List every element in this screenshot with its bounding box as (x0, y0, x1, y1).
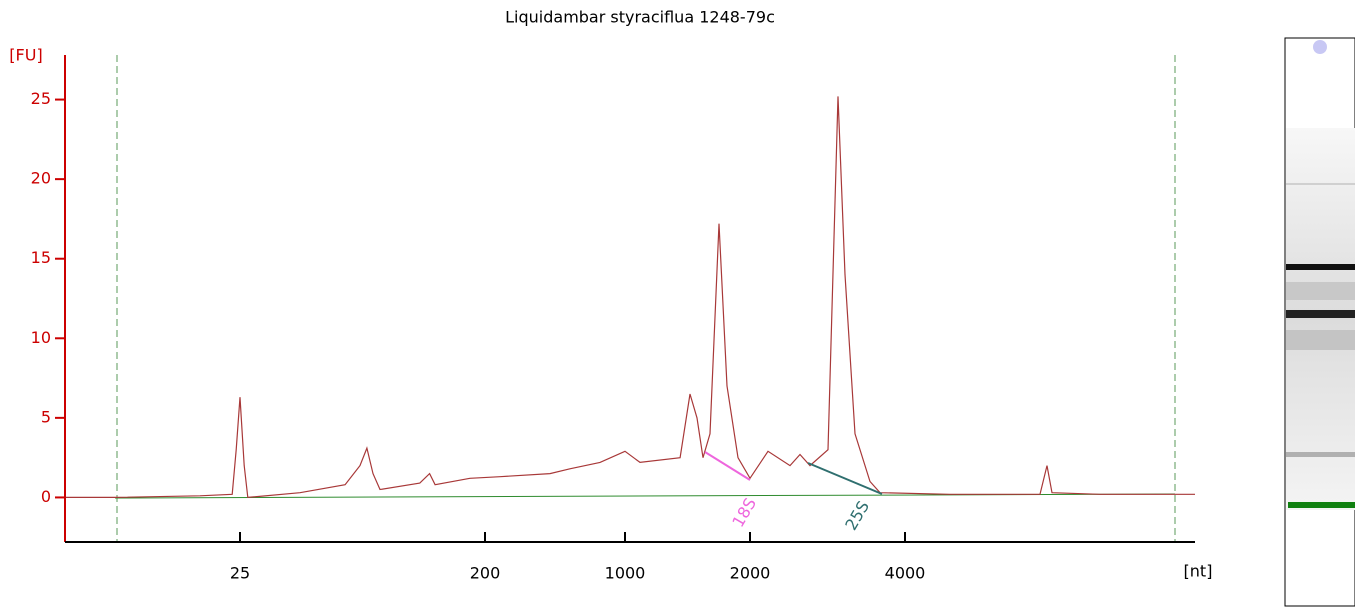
y-tick-label: 0 (41, 487, 51, 506)
chart-title: Liquidambar styraciflua 1248-79c (505, 8, 775, 27)
y-tick-label: 5 (41, 407, 51, 426)
trace (65, 96, 1195, 499)
gel-band (1286, 310, 1355, 318)
gel-marker-dot (1313, 40, 1327, 54)
x-tick-label: 1000 (605, 564, 646, 583)
gel-band (1286, 282, 1355, 300)
x-axis-label: [nt] (1184, 562, 1213, 581)
x-tick-label: 25 (230, 564, 250, 583)
gel-smear (1286, 128, 1355, 510)
annotation-line (704, 451, 751, 481)
y-tick-label: 10 (31, 328, 51, 347)
gel-marker-band (1288, 502, 1355, 508)
gel-band (1286, 452, 1355, 457)
x-tick-label: 200 (470, 564, 501, 583)
y-tick-label: 15 (31, 248, 51, 267)
y-tick-label: 25 (31, 89, 51, 108)
y-tick-label: 20 (31, 169, 51, 188)
gel-band (1286, 264, 1355, 270)
gel-band (1286, 330, 1355, 350)
x-tick-label: 4000 (885, 564, 926, 583)
y-axis-label: [FU] (9, 46, 42, 65)
annotation-label: 25S (841, 498, 873, 534)
gel-band (1286, 183, 1355, 185)
annotation-line (807, 462, 883, 495)
x-tick-label: 2000 (730, 564, 771, 583)
annotation-label: 18S (728, 495, 760, 531)
gel-lane (1284, 37, 1355, 607)
